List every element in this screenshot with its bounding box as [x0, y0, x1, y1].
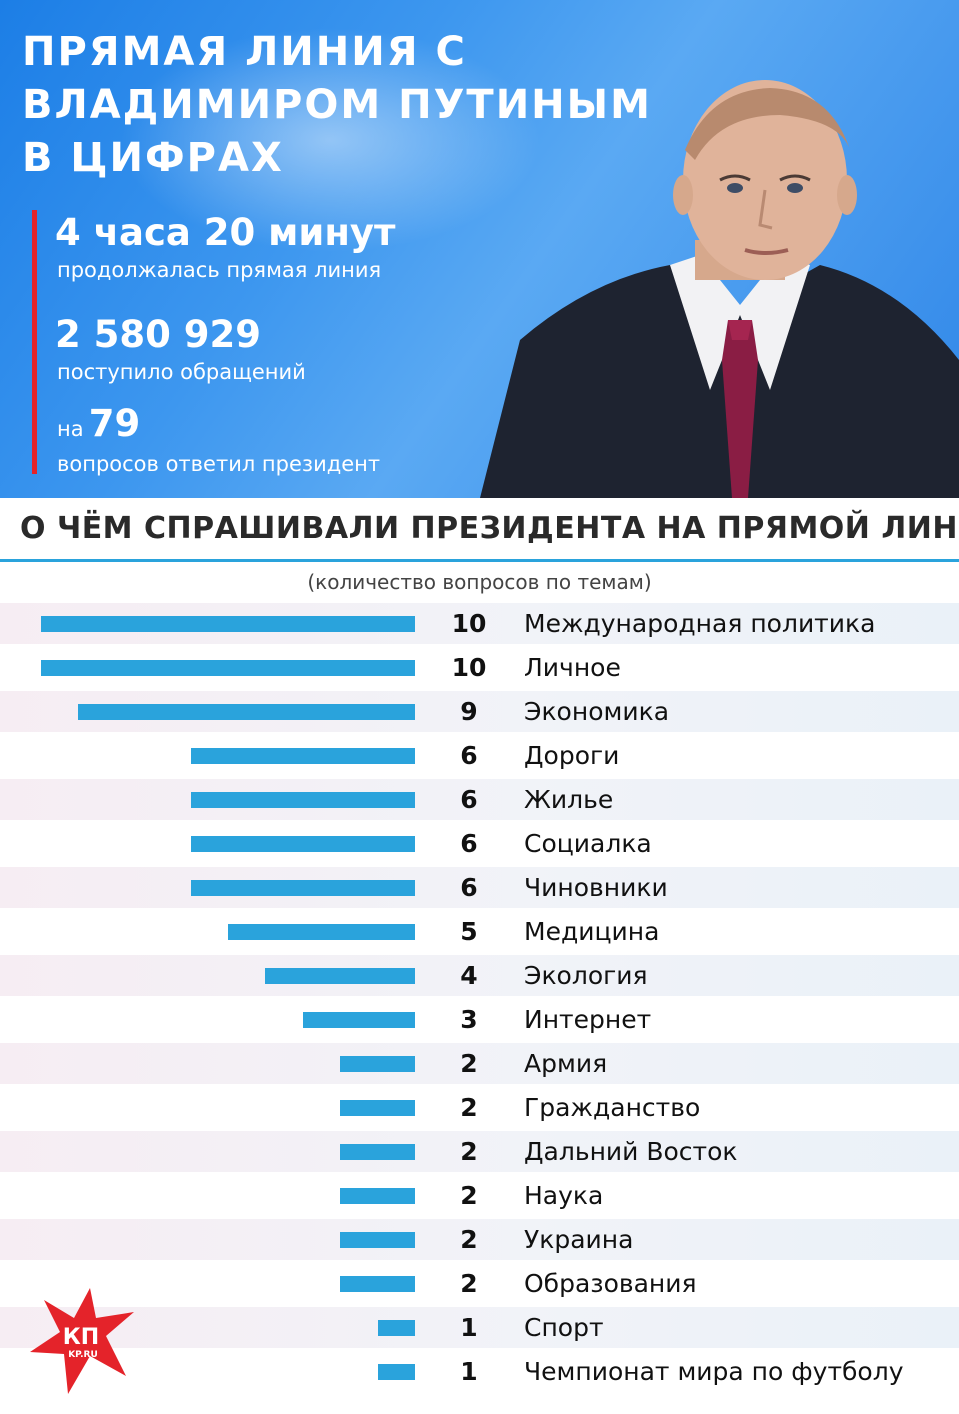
value-label: 2 [460, 1093, 478, 1122]
requests-caption: поступило обращений [57, 360, 306, 384]
chart-row: 5 Медицина [0, 911, 959, 952]
svg-text:КП: КП [63, 1325, 99, 1350]
category-label: Гражданство [524, 1093, 701, 1122]
section-divider [0, 559, 959, 562]
value-label: 3 [460, 1005, 478, 1034]
bar [377, 1320, 415, 1336]
value-label: 1 [460, 1357, 478, 1386]
answers-stat: на 79 [57, 402, 140, 445]
bar [340, 1056, 415, 1072]
chart-subtitle: (количество вопросов по темам) [307, 570, 652, 594]
bar [340, 1100, 415, 1116]
main-title: ПРЯМАЯ ЛИНИЯ С ВЛАДИМИРОМ ПУТИНЫМ В ЦИФР… [22, 26, 652, 185]
chart-row: 6 Чиновники [0, 867, 959, 908]
bar [377, 1364, 415, 1380]
chart-row: 10 Международная политика [0, 603, 959, 644]
bar [190, 792, 415, 808]
category-label: Дороги [524, 741, 620, 770]
category-label: Украина [524, 1225, 634, 1254]
kp-logo: КП KP.RU [30, 1288, 134, 1394]
category-label: Международная политика [524, 609, 876, 638]
bar [265, 968, 415, 984]
bar [190, 748, 415, 764]
title-line: В ЦИФРАХ [22, 135, 284, 181]
chart-row: 1 Чемпионат мира по футболу [0, 1351, 959, 1392]
category-label: Медицина [524, 917, 660, 946]
value-label: 10 [451, 653, 487, 682]
bar [41, 660, 415, 676]
value-label: 1 [460, 1313, 478, 1342]
bar-chart: 10 Международная политика 10 Личное 9 Экономи… [0, 603, 959, 1395]
bar [340, 1188, 415, 1204]
accent-bar [32, 210, 37, 474]
value-label: 9 [460, 697, 478, 726]
category-label: Чемпионат мира по футболу [524, 1357, 904, 1386]
chart-row: 2 Армия [0, 1043, 959, 1084]
chart-row: 3 Интернет [0, 999, 959, 1040]
svg-text:KP.RU: KP.RU [68, 1350, 98, 1360]
bar [41, 616, 415, 632]
answers-prefix: на [57, 417, 84, 441]
duration-caption: продолжалась прямая линия [57, 258, 382, 282]
value-label: 5 [460, 917, 478, 946]
chart-row: 10 Личное [0, 647, 959, 688]
value-label: 10 [451, 609, 487, 638]
title-line: ПРЯМАЯ ЛИНИЯ С [22, 29, 467, 75]
category-label: Образования [524, 1269, 697, 1298]
value-label: 6 [460, 829, 478, 858]
chart-row: 2 Гражданство [0, 1087, 959, 1128]
bar [190, 836, 415, 852]
chart-row: 2 Дальний Восток [0, 1131, 959, 1172]
category-label: Дальний Восток [524, 1137, 738, 1166]
chart-row: 2 Украина [0, 1219, 959, 1260]
category-label: Личное [524, 653, 621, 682]
chart-row: 6 Социалка [0, 823, 959, 864]
category-label: Социалка [524, 829, 652, 858]
bar [78, 704, 415, 720]
value-label: 4 [460, 961, 478, 990]
bar [340, 1144, 415, 1160]
category-label: Спорт [524, 1313, 604, 1342]
value-label: 6 [460, 873, 478, 902]
category-label: Экономика [524, 697, 670, 726]
category-label: Жилье [524, 785, 614, 814]
value-label: 2 [460, 1049, 478, 1078]
value-label: 6 [460, 741, 478, 770]
category-label: Чиновники [524, 873, 668, 902]
value-label: 2 [460, 1181, 478, 1210]
section-title: О ЧЁМ СПРАШИВАЛИ ПРЕЗИДЕНТА НА ПРЯМОЙ ЛИ… [20, 511, 959, 546]
requests-value: 2 580 929 [55, 313, 261, 356]
value-label: 2 [460, 1137, 478, 1166]
title-line: ВЛАДИМИРОМ ПУТИНЫМ [22, 82, 652, 128]
bar [340, 1232, 415, 1248]
answers-value: 79 [88, 402, 141, 445]
category-label: Армия [524, 1049, 608, 1078]
chart-row: 6 Дороги [0, 735, 959, 776]
chart-row: 6 Жилье [0, 779, 959, 820]
bar [228, 924, 415, 940]
value-label: 2 [460, 1269, 478, 1298]
bar [302, 1012, 415, 1028]
value-label: 6 [460, 785, 478, 814]
answers-caption: вопросов ответил президент [57, 452, 381, 476]
header-panel: ПРЯМАЯ ЛИНИЯ С ВЛАДИМИРОМ ПУТИНЫМ В ЦИФР… [0, 0, 959, 498]
chart-row: 2 Образования [0, 1263, 959, 1304]
category-label: Интернет [524, 1005, 652, 1034]
chart-row: 1 Спорт [0, 1307, 959, 1348]
portrait-image [480, 80, 959, 498]
chart-row: 4 Экология [0, 955, 959, 996]
chart-row: 2 Наука [0, 1175, 959, 1216]
category-label: Наука [524, 1181, 604, 1210]
category-label: Экология [524, 961, 648, 990]
bar [190, 880, 415, 896]
value-label: 2 [460, 1225, 478, 1254]
chart-row: 9 Экономика [0, 691, 959, 732]
bar [340, 1276, 415, 1292]
duration-value: 4 часа 20 минут [55, 211, 396, 254]
